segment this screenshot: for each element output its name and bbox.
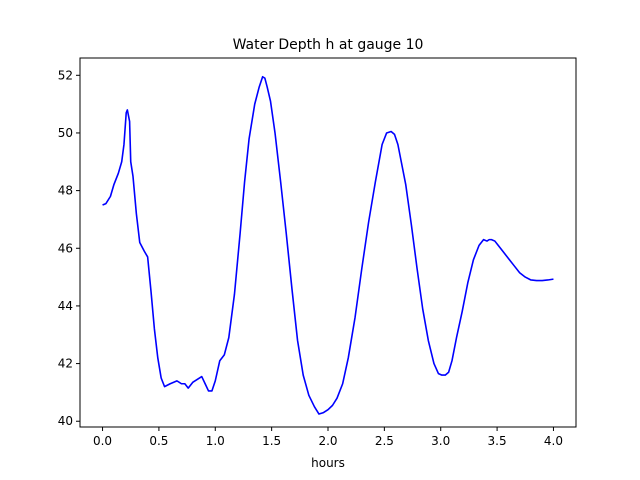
- series-line-0: [102, 75, 554, 415]
- x-tick-label: 3.5: [488, 434, 507, 448]
- x-tick-label: 2.5: [375, 434, 394, 448]
- x-axis-label: hours: [311, 456, 345, 470]
- y-tick-label: 44: [58, 299, 73, 313]
- y-tick-label: 52: [58, 68, 73, 82]
- x-tick-label: 4.0: [544, 434, 563, 448]
- y-tick-label: 50: [58, 126, 73, 140]
- chart-title: Water Depth h at gauge 10: [233, 37, 424, 53]
- x-tick-label: 3.0: [431, 434, 450, 448]
- y-tick-label: 48: [58, 184, 73, 198]
- x-tick-label: 0.5: [149, 434, 168, 448]
- y-tick-label: 42: [58, 357, 73, 371]
- plot-area: 0.0 0.5 1.0 1.5 2.0 2.5 3.0 3.5 4.0 40 42 44 46 48 50 5…: [58, 57, 577, 448]
- x-tick-label: 0.0: [93, 434, 112, 448]
- x-tick-label: 1.5: [262, 434, 281, 448]
- y-tick-label: 46: [58, 241, 73, 255]
- y-tick-label: 40: [58, 414, 73, 428]
- x-tick-label: 1.0: [206, 434, 225, 448]
- x-tick-label: 2.0: [318, 434, 337, 448]
